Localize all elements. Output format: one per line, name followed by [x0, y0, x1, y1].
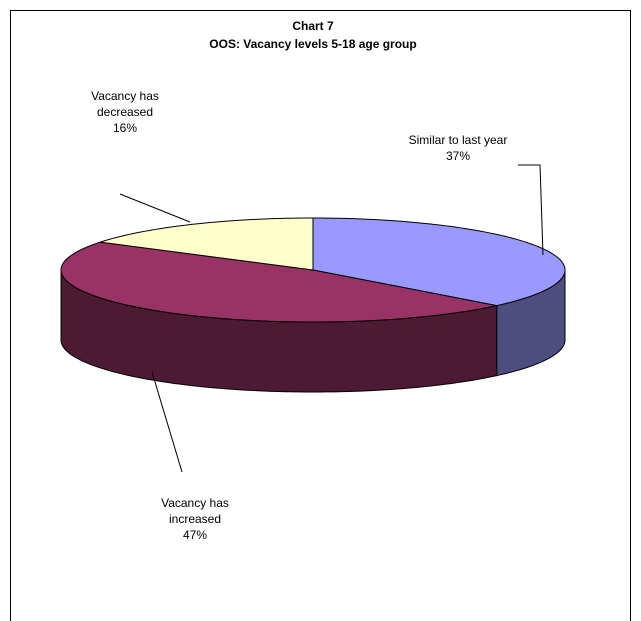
chart-frame — [10, 10, 631, 621]
leader-line — [518, 164, 544, 256]
slice-label: Vacancy has decreased — [91, 89, 159, 119]
leader-line — [119, 193, 191, 223]
chart-title: Chart 7 — [292, 19, 334, 33]
leader-line — [151, 371, 183, 473]
slice — [60, 241, 497, 323]
value-label: 47% — [182, 528, 208, 542]
slice — [312, 217, 566, 307]
value-label: 37% — [445, 149, 471, 163]
pie — [60, 217, 566, 393]
chart-subtitle: OOS: Vacancy levels 5-18 age group — [209, 37, 416, 51]
value-label: 16% — [112, 121, 138, 135]
slice — [100, 217, 314, 271]
slice-label: Similar to last year — [408, 133, 508, 147]
slice-label: Vacancy has increased — [161, 496, 229, 526]
